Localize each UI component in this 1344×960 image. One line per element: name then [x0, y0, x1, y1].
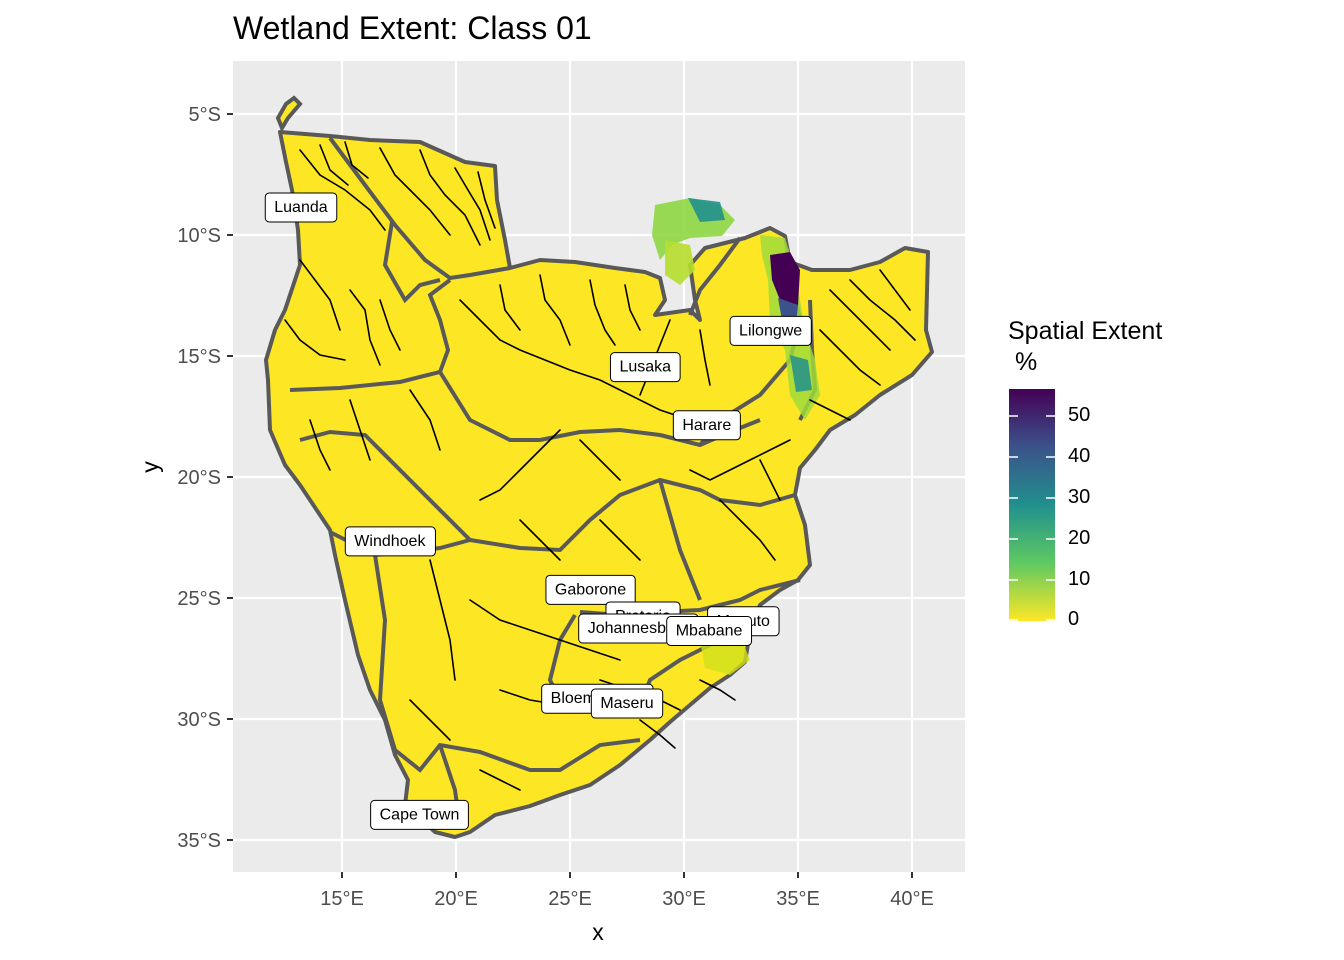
city-label-box — [370, 799, 469, 830]
city-label-maseru: Maseru — [590, 688, 664, 719]
legend-tick-label: 20 — [1068, 527, 1091, 549]
city-label-text: Lusaka — [619, 359, 671, 376]
y-tick-label: 5°S — [189, 104, 221, 126]
city-label-mbabane: Mbabane — [666, 615, 753, 646]
city-label-box — [344, 526, 436, 557]
basin-polygons — [264, 95, 934, 839]
x-tick-label: 35°E — [776, 888, 820, 910]
map-title: Wetland Extent: Class 01 — [233, 10, 592, 46]
city-label-text: Johannesburg — [588, 620, 689, 637]
legend-tick-label: 30 — [1068, 486, 1091, 508]
city-label-text: Luanda — [274, 199, 327, 216]
city-label-text: Cape Town — [380, 806, 460, 823]
y-axis-tick-labels: 5°S 10°S 15°S 20°S 25°S 30°S 35°S — [177, 104, 221, 852]
y-tick-label: 10°S — [177, 225, 221, 247]
angola-exclave — [275, 95, 303, 133]
x-tick-label: 40°E — [890, 888, 934, 910]
city-label-text: Lilongwe — [739, 322, 802, 339]
city-label-box — [545, 574, 636, 605]
city-label-text: Windhoek — [354, 533, 426, 550]
x-tick-label: 15°E — [320, 888, 364, 910]
x-axis-tick-labels: 15°E 20°E 25°E 30°E 35°E 40°E — [320, 888, 934, 910]
legend-colorbar — [1009, 389, 1055, 621]
x-tick-label: 20°E — [434, 888, 478, 910]
legend-tick-label: 10 — [1068, 568, 1091, 590]
x-tick-label: 25°E — [548, 888, 592, 910]
x-tick-label: 30°E — [662, 888, 706, 910]
legend-tick-label: 0 — [1068, 608, 1080, 630]
city-label-luanda: Luanda — [264, 192, 338, 223]
wetland-bangweulu-core — [688, 198, 725, 222]
city-label-box — [609, 352, 681, 383]
city-label-lilongwe: Lilongwe — [729, 315, 812, 346]
wetland-kafue — [665, 240, 695, 285]
city-label-cape-town: Cape Town — [370, 799, 469, 830]
city-label-box — [729, 315, 812, 346]
y-tick-label: 30°S — [177, 709, 221, 731]
axis-ticks — [227, 113, 913, 878]
y-axis-title: y — [137, 461, 163, 473]
wetland-lake-malawi-north — [770, 252, 800, 305]
city-label-box — [264, 192, 338, 223]
city-label-windhoek: Windhoek — [344, 526, 436, 557]
legend-tick-label: 40 — [1068, 445, 1091, 467]
wetland-shire — [790, 355, 812, 392]
city-labels: Luanda Lusaka Lilongwe Harare Windhoek Gaboro… — [264, 192, 812, 830]
city-label-lusaka: Lusaka — [609, 352, 681, 383]
city-label-box — [666, 615, 753, 646]
city-label-text: Mbabane — [676, 622, 743, 639]
y-tick-label: 25°S — [177, 588, 221, 610]
legend-tick-label: 50 — [1068, 404, 1091, 426]
city-label-box — [590, 688, 664, 719]
y-tick-label: 35°S — [177, 830, 221, 852]
city-label-text: Harare — [682, 417, 731, 434]
city-label-text: Gaborone — [555, 581, 626, 598]
city-label-harare: Harare — [672, 410, 741, 441]
x-axis-title: x — [592, 919, 604, 945]
legend-colorbar-ticks — [1009, 415, 1055, 621]
legend-title: Spatial Extent % — [1008, 317, 1163, 376]
city-label-gaborone: Gaborone — [545, 574, 636, 605]
city-label-box — [672, 410, 741, 441]
land-polygon — [264, 130, 934, 839]
y-tick-label: 20°S — [177, 467, 221, 489]
city-label-text: Maseru — [600, 695, 653, 712]
river-network — [284, 141, 916, 791]
y-tick-label: 15°S — [177, 346, 221, 368]
